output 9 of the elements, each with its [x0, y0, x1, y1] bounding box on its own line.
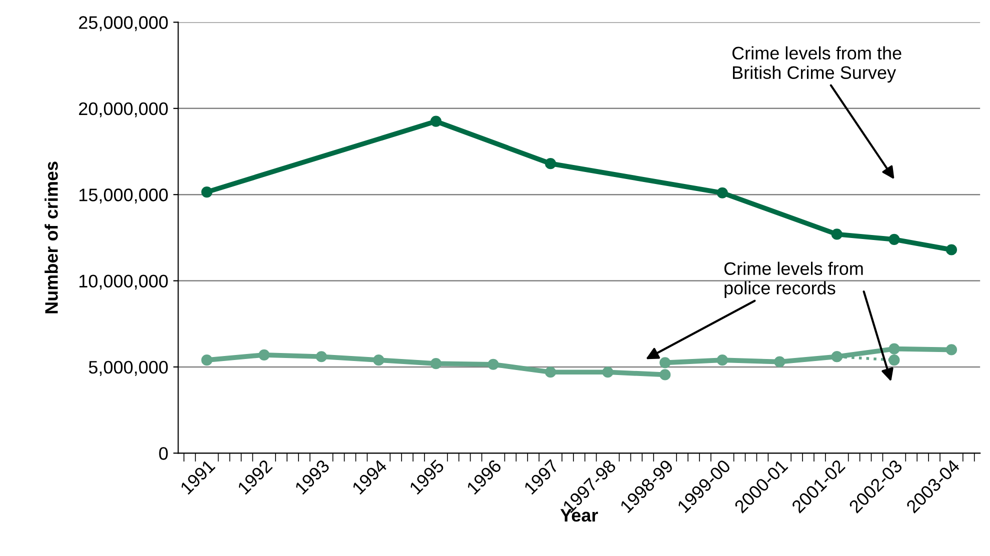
y-tick-label: 0: [159, 447, 168, 460]
annotation: Crime levels from the British Crime Survey: [732, 46, 902, 83]
annotation: Crime levels from police records: [724, 262, 863, 298]
y-tick-label: 15,000,000: [80, 188, 168, 204]
y-axis-title: Number of crimes: [44, 162, 58, 314]
y-tick-label: 10,000,000: [80, 274, 168, 290]
y-tick-label: 25,000,000: [79, 16, 168, 32]
y-tick-label: 20,000,000: [79, 102, 168, 118]
y-tick-label: 5,000,000: [88, 360, 168, 376]
